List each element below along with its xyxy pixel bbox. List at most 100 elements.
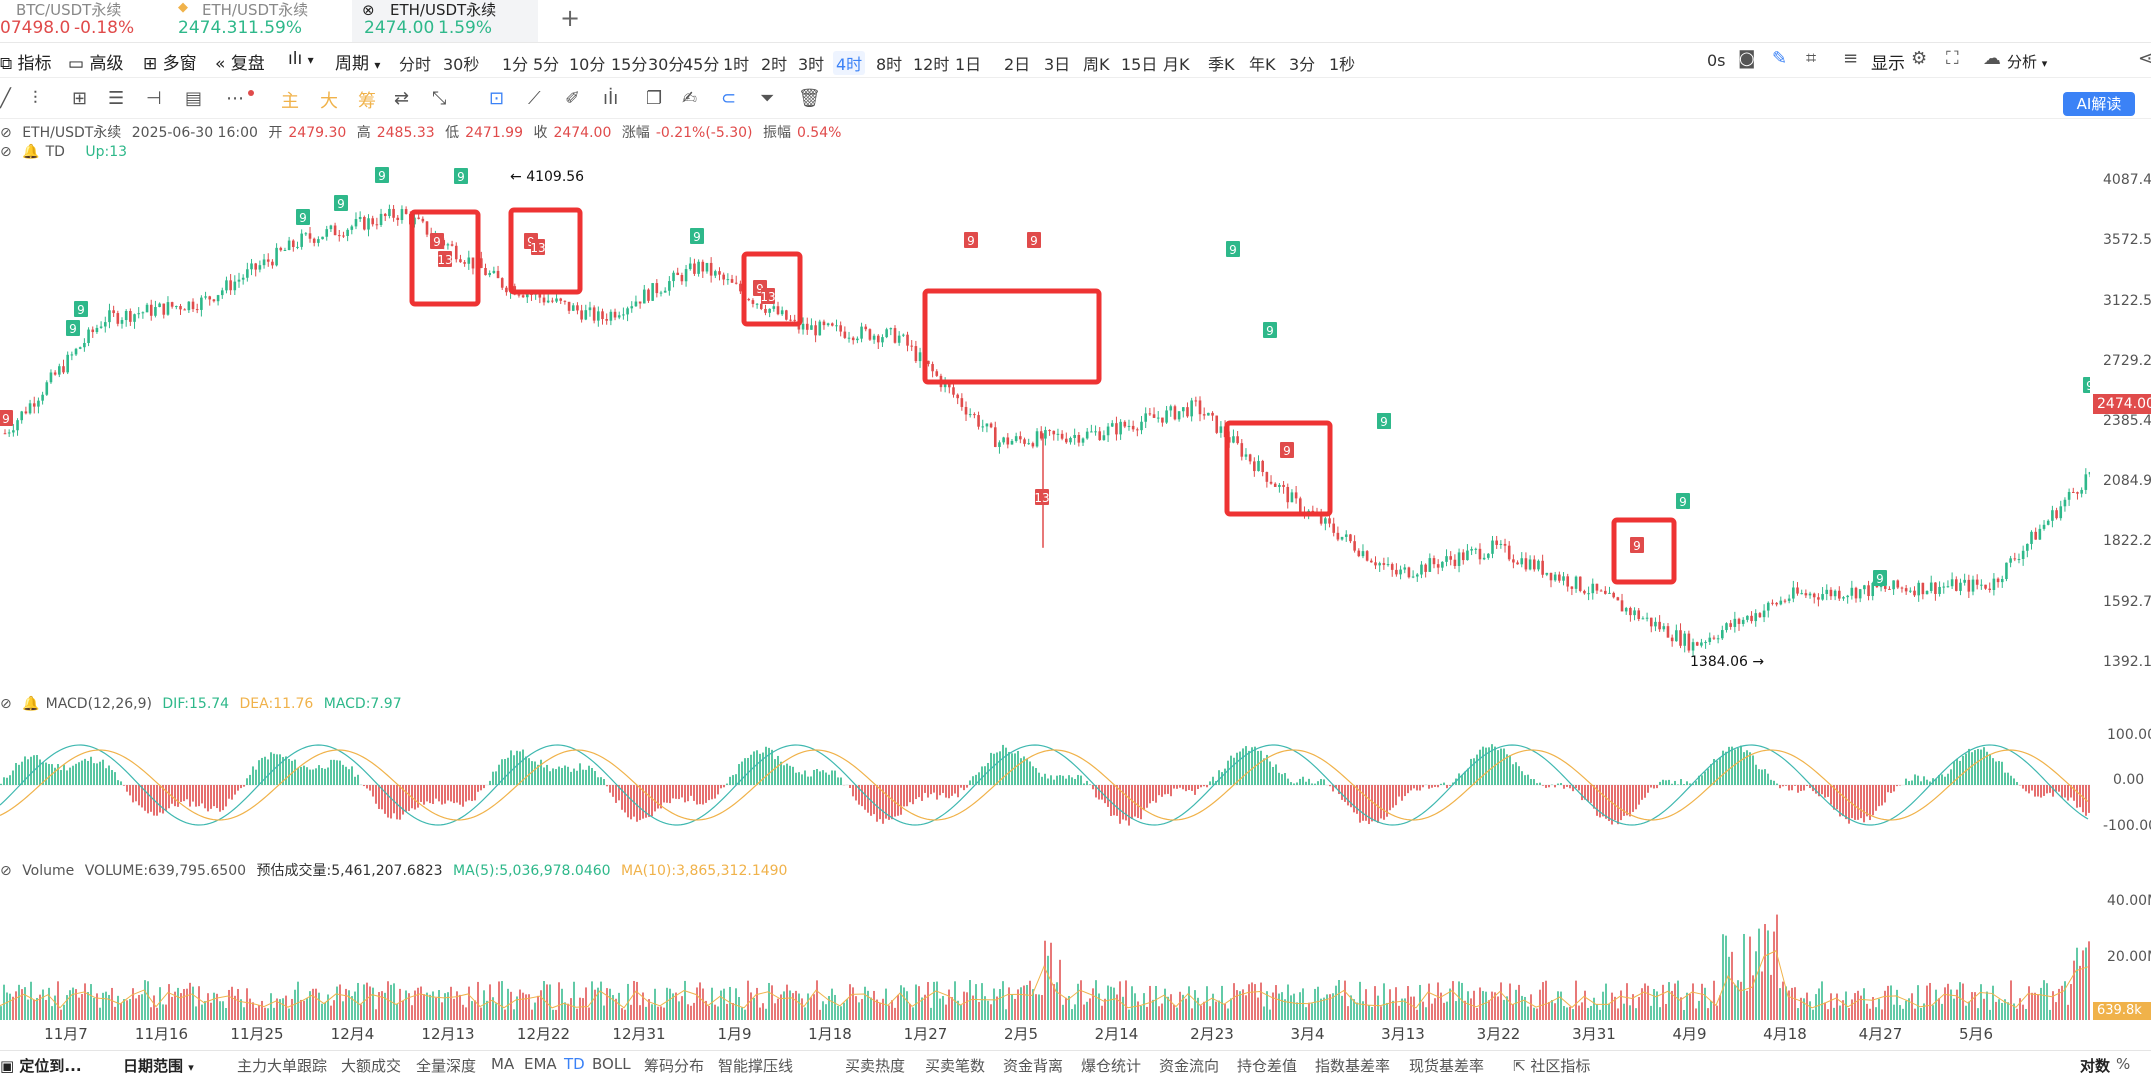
bottom-item-0[interactable]: 主力大单跟踪: [237, 1055, 327, 1076]
levels-icon[interactable]: ▤: [185, 88, 202, 109]
volume-bar: [1152, 1000, 1154, 1020]
interval-19[interactable]: 月K: [1163, 51, 1190, 75]
eye-icon[interactable]: ⊘: [0, 144, 12, 160]
more-icon[interactable]: ⋯: [226, 88, 244, 109]
locate-button[interactable]: ▣ 定位到...: [0, 1055, 82, 1076]
fullscreen-icon[interactable]: ⛶: [1946, 48, 1959, 69]
volume-chart[interactable]: [0, 875, 2090, 1020]
interval-16[interactable]: 3日: [1044, 51, 1070, 75]
horizontal-line-icon[interactable]: ⊣: [146, 88, 162, 109]
bottom-item-11[interactable]: 资金背离: [1003, 1055, 1063, 1076]
crop-icon[interactable]: ⌗: [1806, 48, 1816, 69]
interval-11[interactable]: 4时: [833, 51, 865, 75]
bottom-item-13[interactable]: 资金流向: [1159, 1055, 1219, 1076]
tab-eth-usdt[interactable]: ◆ ETH/USDT永续 2474.31 1.59%: [168, 0, 352, 42]
ruler-icon[interactable]: ⟋: [528, 88, 541, 109]
interval-8[interactable]: 1时: [723, 51, 749, 75]
analysis-button[interactable]: 分析 ▾: [2007, 51, 2047, 72]
interval-0[interactable]: 分时: [399, 51, 431, 75]
rectangle-tool-icon[interactable]: ⊞: [72, 88, 87, 109]
interval-18[interactable]: 15日: [1121, 51, 1157, 75]
advanced-button[interactable]: ▭ 高级: [68, 49, 123, 74]
interval-3[interactable]: 5分: [533, 51, 559, 75]
interval-15[interactable]: 2日: [1004, 51, 1030, 75]
tab-eth-usdt-active[interactable]: ⊗ ETH/USDT永续 2474.00 1.59%: [352, 0, 538, 42]
scale-icon[interactable]: ⤡: [432, 88, 446, 109]
macd-bar: [960, 785, 962, 788]
macd-bar: [1218, 770, 1220, 785]
copy-icon[interactable]: ❐: [646, 88, 662, 109]
tab-btc-usdt[interactable]: BTC/USDT永续 07498.0 -0.18%: [0, 0, 168, 42]
chip-toggle[interactable]: 筹: [358, 87, 376, 113]
volume-bar: [459, 995, 461, 1020]
macd-bar: [1725, 752, 1727, 785]
macd-bar: [1065, 779, 1067, 785]
bottom-item-4[interactable]: EMA: [524, 1055, 557, 1073]
swap-icon[interactable]: ⇄: [394, 88, 409, 109]
bottom-item-3[interactable]: MA: [491, 1055, 514, 1073]
brush-icon[interactable]: ✐: [565, 88, 580, 109]
multi-window-button[interactable]: ⊞ 多窗: [143, 49, 197, 74]
interval-4[interactable]: 10分: [569, 51, 605, 75]
log-scale-toggle[interactable]: 对数: [2080, 1055, 2110, 1076]
eye-icon[interactable]: ⊘: [0, 125, 12, 141]
magnet-icon[interactable]: ⊂: [721, 88, 736, 109]
bottom-item-15[interactable]: 指数基差率: [1315, 1055, 1390, 1076]
period-button[interactable]: 周期 ▾: [335, 49, 380, 74]
bottom-item-6[interactable]: BOLL: [592, 1055, 631, 1073]
interval-23[interactable]: 1秒: [1329, 51, 1355, 75]
filter-icon[interactable]: ⏷: [760, 88, 774, 109]
eye-icon[interactable]: ⊘: [0, 696, 12, 712]
interval-1[interactable]: 30秒: [443, 51, 479, 75]
interval-12[interactable]: 8时: [876, 51, 902, 75]
bottom-item-12[interactable]: 爆仓统计: [1081, 1055, 1141, 1076]
bottom-item-7[interactable]: 筹码分布: [644, 1055, 704, 1076]
interval-6[interactable]: 30分: [648, 51, 684, 75]
trend-line-icon[interactable]: ╱: [0, 88, 11, 109]
date-range-button[interactable]: 日期范围 ▾: [123, 1055, 194, 1076]
interval-17[interactable]: 周K: [1083, 51, 1110, 75]
add-tab-button[interactable]: +: [560, 4, 580, 32]
interval-14[interactable]: 1日: [955, 51, 981, 75]
interval-20[interactable]: 季K: [1208, 51, 1235, 75]
interval-2[interactable]: 1分: [502, 51, 528, 75]
bottom-item-10[interactable]: 买卖笔数: [925, 1055, 985, 1076]
interval-5[interactable]: 15分: [611, 51, 647, 75]
interval-9[interactable]: 2时: [761, 51, 787, 75]
parallel-line-icon[interactable]: ⫶: [33, 88, 38, 109]
trash-icon[interactable]: 🗑: [798, 88, 821, 109]
big-order-toggle[interactable]: 大: [320, 87, 338, 113]
replay-button[interactable]: « 复盘: [215, 49, 265, 74]
indicator-button[interactable]: ⧉ 指标: [0, 49, 52, 74]
gear-icon[interactable]: ⚙: [1911, 48, 1927, 69]
bottom-item-1[interactable]: 大额成交: [341, 1055, 401, 1076]
main-indicator-toggle[interactable]: 主: [281, 87, 299, 113]
pen-icon[interactable]: ✎: [1772, 48, 1787, 69]
interval-10[interactable]: 3时: [798, 51, 824, 75]
macd-bar: [168, 785, 170, 808]
fib-icon[interactable]: ☰: [108, 88, 124, 109]
close-icon[interactable]: ⊗: [362, 1, 375, 19]
bottom-item-2[interactable]: 全量深度: [416, 1055, 476, 1076]
camera-icon[interactable]: ◙: [1738, 48, 1755, 69]
bottom-item-17[interactable]: ⇱ 社区指标: [1513, 1055, 1590, 1076]
interval-22[interactable]: 3分: [1289, 51, 1315, 75]
interval-7[interactable]: 45分: [683, 51, 719, 75]
bottom-item-8[interactable]: 智能撑压线: [718, 1055, 793, 1076]
candlestick-chart[interactable]: 999999999999999999999131313139: [0, 160, 2090, 680]
bookmark-icon[interactable]: ⊡: [489, 88, 504, 109]
bottom-item-9[interactable]: 买卖热度: [845, 1055, 905, 1076]
display-button[interactable]: 显示: [1871, 49, 1905, 74]
macd-chart[interactable]: [0, 715, 2090, 855]
interval-21[interactable]: 年K: [1249, 51, 1276, 75]
chart-type-button[interactable]: ılı ▾: [288, 49, 314, 69]
bottom-item-5[interactable]: TD: [564, 1055, 585, 1073]
bottom-item-14[interactable]: 持仓差值: [1237, 1055, 1297, 1076]
edit-icon[interactable]: ✍: [682, 88, 697, 109]
interval-13[interactable]: 12时: [913, 51, 949, 75]
share-icon[interactable]: ⋖: [2138, 48, 2151, 69]
percent-toggle[interactable]: %: [2116, 1055, 2130, 1073]
bars-icon[interactable]: ıİı: [603, 88, 618, 109]
list-icon[interactable]: ≡: [1843, 48, 1858, 69]
bottom-item-16[interactable]: 现货基差率: [1409, 1055, 1484, 1076]
